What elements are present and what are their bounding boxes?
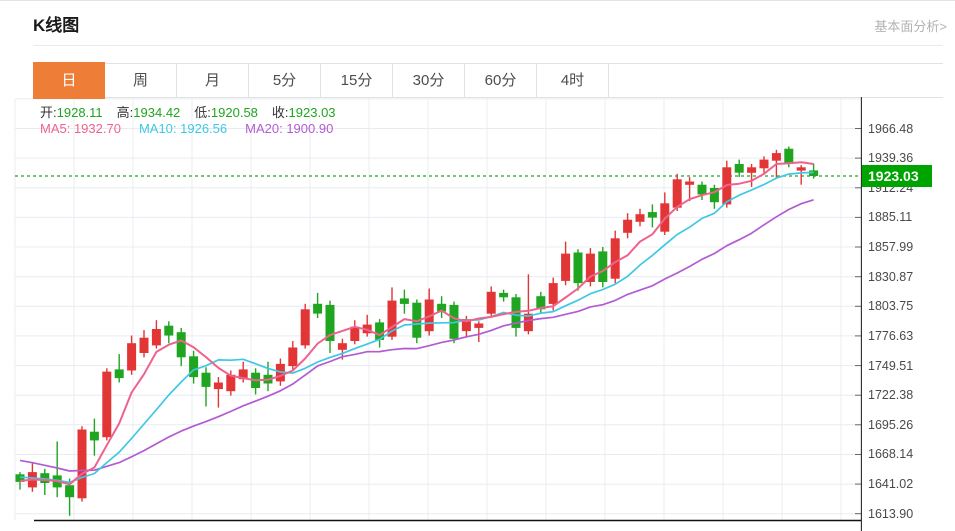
ma5-legend: MA5: 1932.70	[40, 121, 121, 136]
y-axis-label: 1966.48	[868, 121, 914, 136]
y-axis-label: 1830.87	[868, 269, 914, 284]
page-title: K线图	[33, 16, 80, 35]
ma-legend: MA5: 1932.70 MA10: 1926.56 MA20: 1900.90	[40, 121, 351, 136]
ohlc-legend: 开:1928.11 高:1934.42 低:1920.58 收:1923.03	[40, 102, 350, 121]
ohlc-low: 低:1920.58	[194, 105, 258, 120]
y-axis-label: 1641.02	[868, 477, 914, 492]
ohlc-open: 开:1928.11	[40, 105, 103, 120]
y-axis-label: 1668.14	[868, 447, 914, 462]
tab-4hour[interactable]: 4时	[537, 64, 609, 97]
fundamental-analysis-link[interactable]: 基本面分析>	[874, 19, 947, 34]
ohlc-high: 高:1934.42	[116, 105, 181, 120]
y-axis-label: 1857.99	[868, 240, 914, 255]
interval-tabbar: 日周月 5分 15分 30分 60分 4时	[33, 62, 943, 99]
header-divider	[33, 45, 943, 46]
kline-chart-svg	[14, 97, 863, 531]
y-axis-label: 1885.11	[868, 210, 913, 225]
tab-15min[interactable]: 15分	[321, 64, 393, 97]
y-axis-label: 1749.51	[868, 358, 914, 373]
current-price-badge: 1923.03	[862, 165, 932, 187]
tab-month[interactable]: 月	[177, 64, 249, 97]
ma10-legend: MA10: 1926.56	[138, 121, 228, 136]
tab-5min[interactable]: 5分	[249, 64, 321, 97]
y-axis-label: 1939.36	[868, 151, 914, 166]
tab-60min[interactable]: 60分	[465, 64, 537, 97]
y-axis-label: 1803.75	[868, 299, 914, 314]
tab-30min[interactable]: 30分	[393, 64, 465, 97]
tab-day[interactable]: 日	[33, 62, 105, 99]
y-axis-label: 1776.63	[868, 328, 914, 343]
y-axis-label: 1613.90	[868, 506, 914, 521]
y-axis-label: 1722.38	[868, 388, 914, 403]
ohlc-close: 收:1923.03	[271, 105, 336, 120]
y-axis-label: 1695.26	[868, 417, 914, 432]
tab-week[interactable]: 周	[105, 64, 177, 97]
ma20-legend: MA20: 1900.90	[245, 121, 334, 136]
chart-plot-area	[0, 97, 863, 531]
